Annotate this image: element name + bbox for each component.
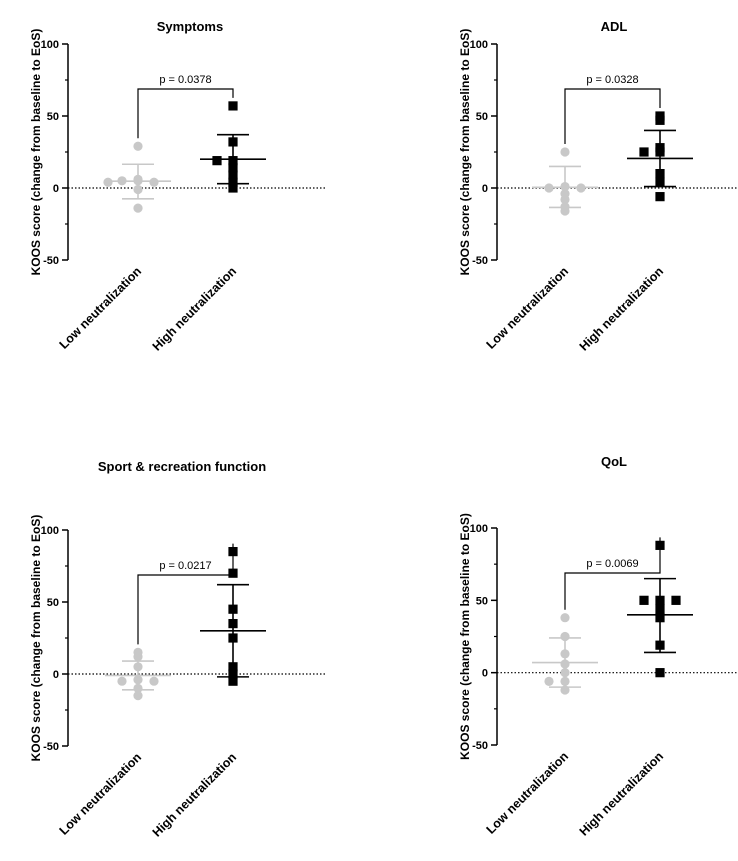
data-point-low — [133, 662, 143, 672]
data-point-high — [228, 669, 238, 679]
y-tick-label: 50 — [476, 111, 488, 123]
data-point-high — [639, 595, 649, 605]
y-tick-label: -50 — [472, 740, 488, 752]
data-point-low — [560, 194, 570, 205]
y-tick-label: 50 — [47, 597, 59, 609]
data-point-high — [655, 177, 665, 187]
p-value-annotation: p = 0.0328 — [586, 74, 638, 86]
y-tick-label: 50 — [47, 111, 59, 123]
y-tick-label: 50 — [476, 595, 488, 607]
chart-title: Sport & recreation function — [98, 459, 266, 474]
y-tick-label: -50 — [472, 255, 488, 267]
data-point-low — [133, 652, 143, 662]
y-axis-label: KOOS score (change from baseline to EoS) — [29, 29, 43, 276]
data-point-low — [560, 631, 570, 642]
data-point-high — [212, 156, 222, 166]
data-point-high — [228, 177, 238, 187]
significance-bracket — [564, 88, 661, 144]
y-tick-label: 100 — [470, 523, 488, 535]
data-point-low — [544, 183, 554, 193]
y-tick-label: 0 — [482, 183, 488, 195]
y-axis-label: KOOS score (change from baseline to EoS) — [458, 29, 472, 276]
data-point-low — [133, 176, 143, 186]
p-value-annotation: p = 0.0217 — [159, 560, 211, 572]
data-point-high — [655, 115, 665, 125]
data-point-low — [560, 668, 570, 678]
y-tick-label: 0 — [53, 183, 59, 195]
data-point-high — [228, 137, 238, 147]
data-point-high — [228, 676, 238, 686]
y-tick-label: -50 — [43, 741, 59, 753]
chart-title: QoL — [601, 454, 627, 469]
significance-bracket — [137, 88, 234, 139]
data-point-low — [133, 683, 143, 694]
data-point-low — [576, 183, 586, 193]
chart-title: Symptoms — [157, 19, 223, 34]
significance-bracket — [564, 537, 661, 610]
data-point-low — [560, 649, 570, 659]
data-point-low — [117, 176, 127, 186]
y-axis-label: KOOS score (change from baseline to EoS) — [29, 515, 43, 762]
data-point-high — [655, 192, 665, 202]
data-point-high — [655, 668, 665, 678]
data-point-high — [228, 183, 238, 193]
data-point-high — [655, 595, 665, 605]
y-tick-label: -50 — [43, 255, 59, 267]
data-point-high — [639, 147, 649, 157]
data-point-high — [655, 613, 665, 623]
data-point-high — [655, 640, 665, 650]
data-point-high — [228, 170, 238, 180]
data-point-low — [149, 676, 159, 686]
y-tick-label: 100 — [41, 39, 59, 51]
data-point-high — [655, 147, 665, 157]
y-tick-label: 0 — [53, 669, 59, 681]
y-tick-label: 100 — [41, 525, 59, 537]
data-point-high — [671, 595, 681, 605]
data-point-low — [149, 177, 159, 187]
data-point-high — [228, 662, 238, 672]
data-point-low — [560, 206, 570, 216]
chart-title: ADL — [601, 19, 628, 34]
y-tick-label: 0 — [482, 668, 488, 680]
data-point-low — [560, 659, 570, 669]
y-tick-label: 100 — [470, 39, 488, 51]
data-point-low — [133, 691, 143, 701]
p-value-annotation: p = 0.0069 — [586, 558, 638, 570]
data-point-low — [133, 675, 143, 685]
data-point-low — [133, 141, 143, 151]
data-point-low — [133, 184, 143, 195]
data-point-high — [228, 633, 238, 643]
data-point-low — [133, 203, 143, 213]
data-point-low — [560, 147, 570, 157]
data-point-high — [655, 604, 665, 614]
data-point-high — [655, 169, 665, 179]
data-point-low — [560, 181, 570, 192]
p-value-annotation: p = 0.0378 — [159, 74, 211, 86]
data-point-low — [560, 685, 570, 695]
y-axis-label: KOOS score (change from baseline to EoS) — [458, 513, 472, 760]
data-point-high — [228, 604, 238, 614]
data-point-high — [228, 163, 238, 173]
data-point-low — [544, 676, 554, 686]
data-point-low — [117, 676, 127, 686]
data-point-high — [228, 101, 238, 111]
data-point-high — [228, 619, 238, 629]
significance-bracket — [137, 543, 234, 645]
data-point-low — [560, 676, 570, 686]
data-point-low — [103, 177, 113, 187]
data-point-low — [560, 613, 570, 623]
data-point-high — [228, 156, 238, 166]
